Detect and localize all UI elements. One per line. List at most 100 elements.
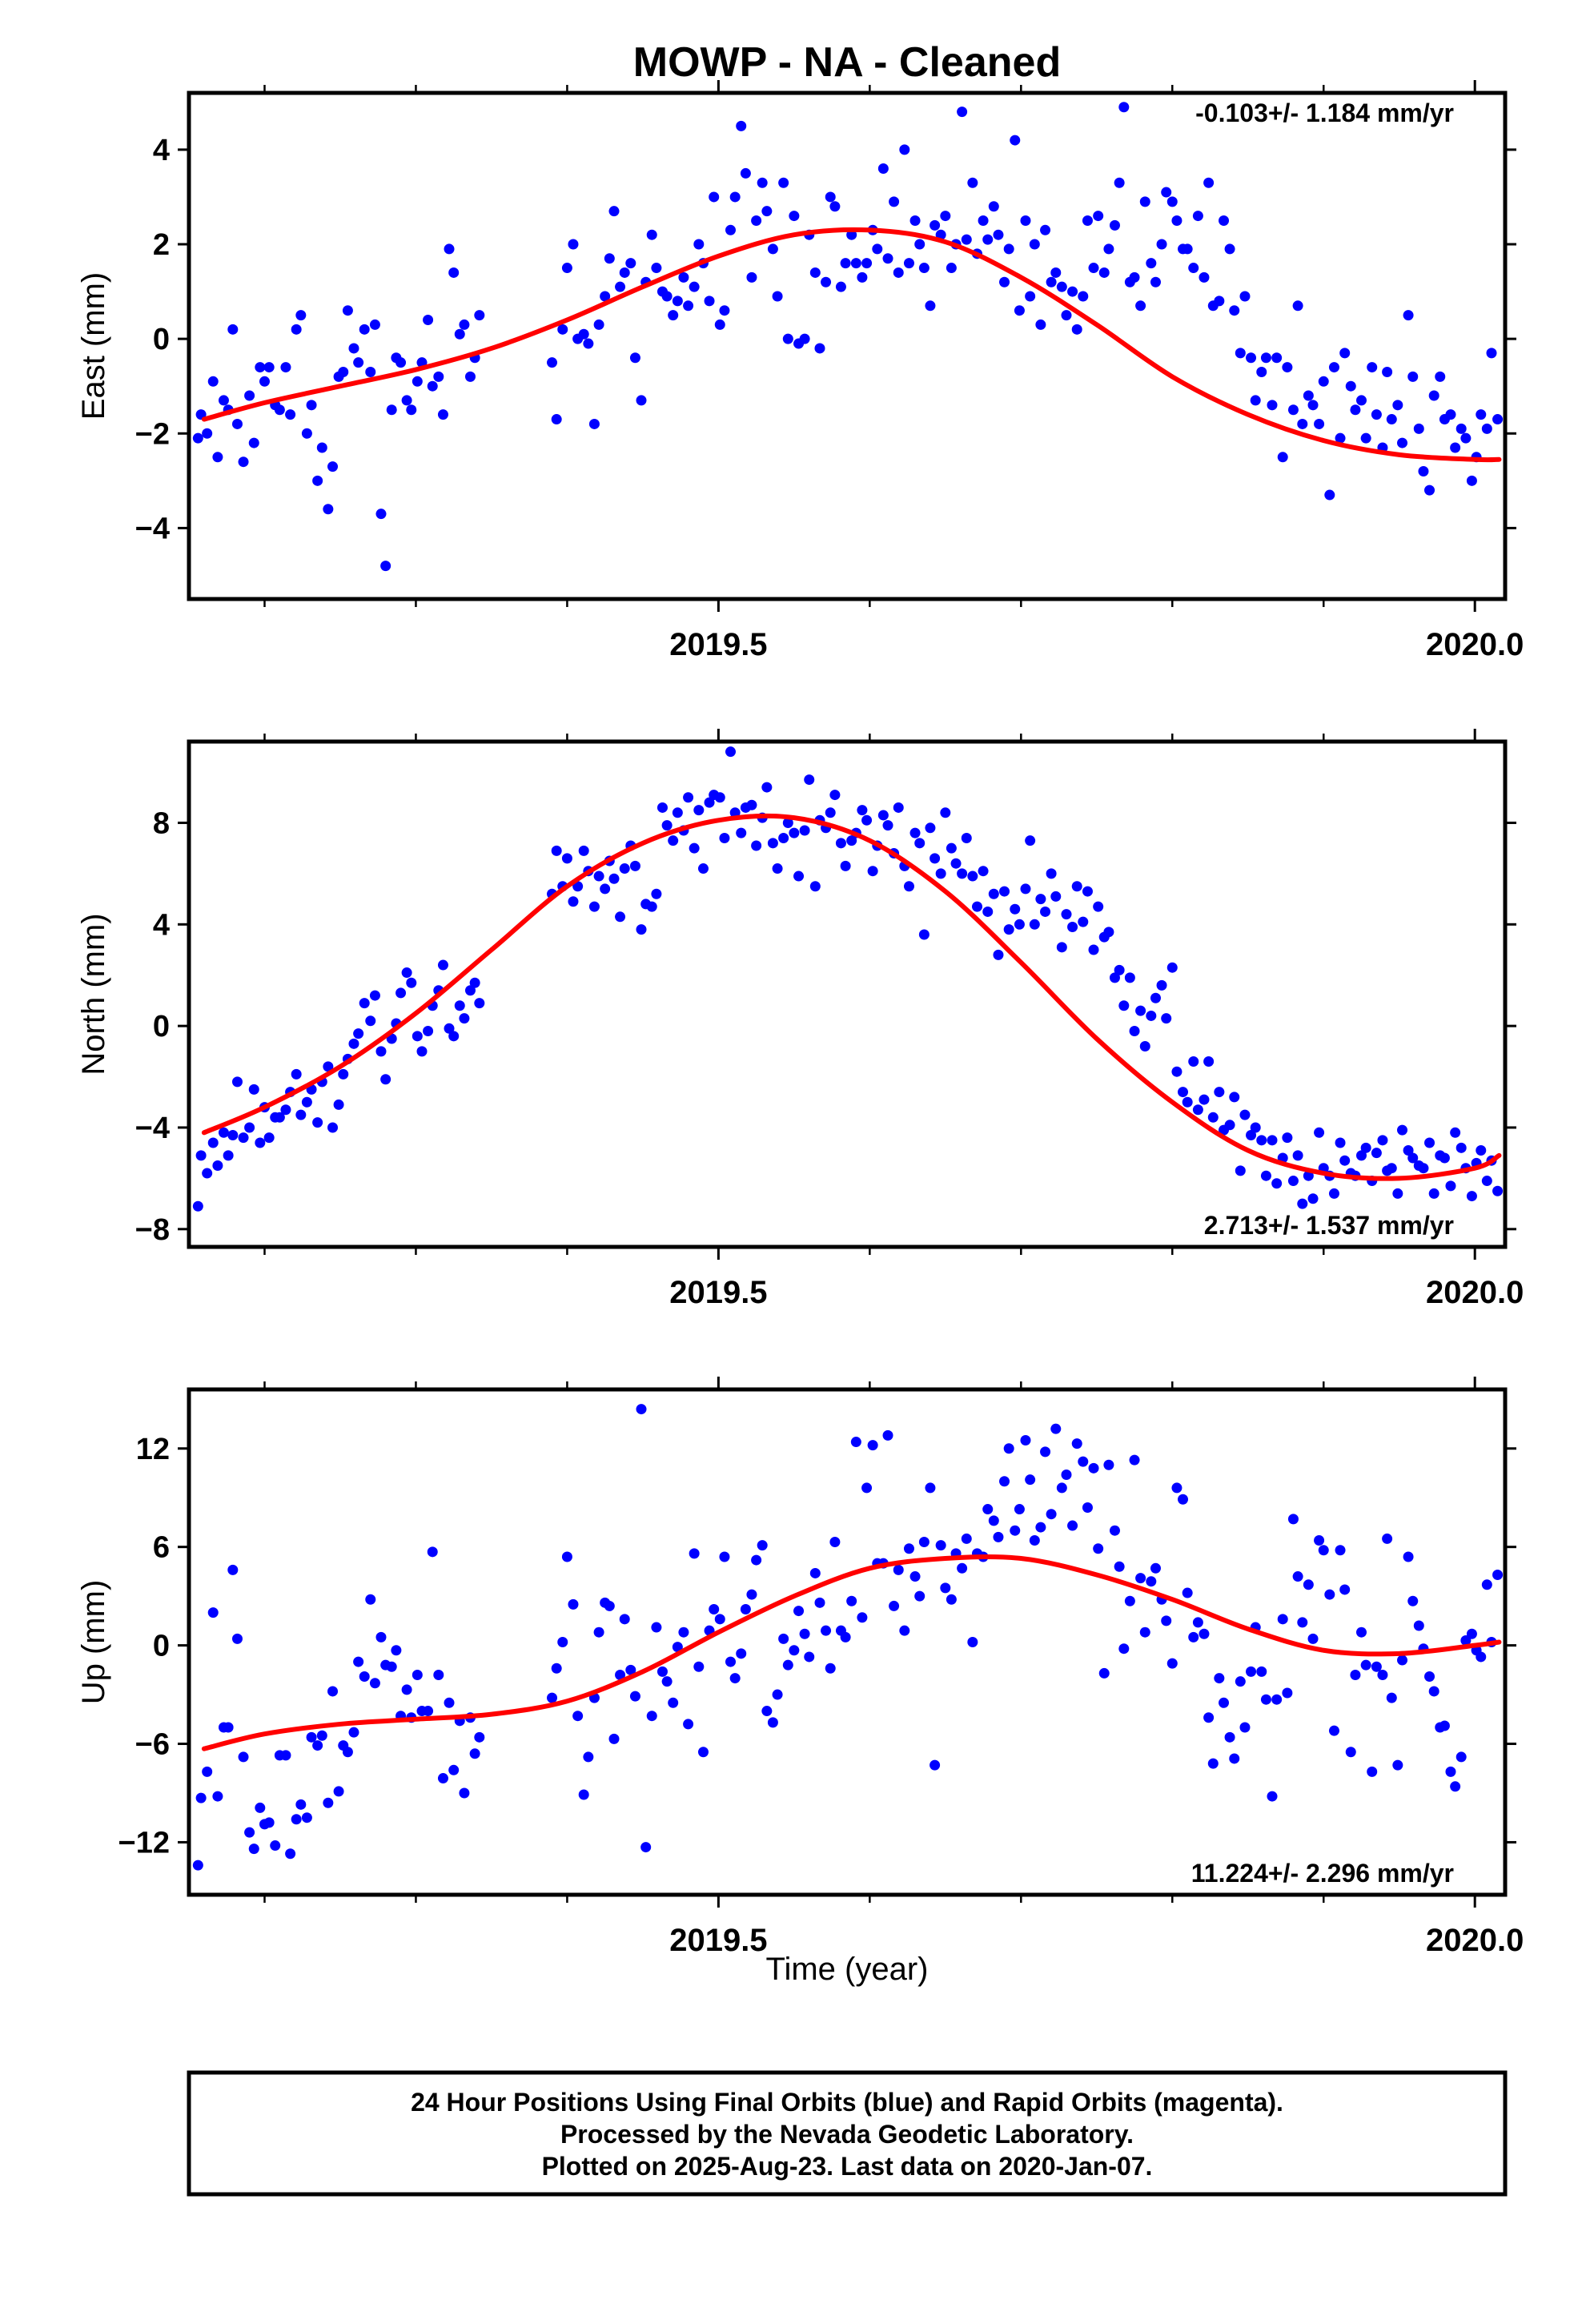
data-point xyxy=(1314,418,1325,429)
x-tick-label: 2020.0 xyxy=(1426,627,1524,662)
data-point xyxy=(1335,1137,1346,1148)
data-point xyxy=(427,1546,438,1558)
data-point xyxy=(689,842,700,854)
data-point xyxy=(799,333,810,344)
data-point xyxy=(1246,1129,1257,1140)
data-point xyxy=(386,404,397,416)
data-point xyxy=(192,1860,203,1871)
data-point xyxy=(1003,1443,1014,1454)
data-point xyxy=(1328,1725,1339,1736)
data-point xyxy=(295,1799,307,1810)
data-point xyxy=(578,845,589,856)
data-point xyxy=(448,1031,460,1042)
data-point xyxy=(248,437,259,448)
data-point xyxy=(218,395,229,406)
data-point xyxy=(1103,927,1114,938)
data-point xyxy=(469,1748,480,1759)
data-point xyxy=(406,977,417,988)
data-point xyxy=(1328,362,1339,373)
data-point xyxy=(961,832,972,843)
footer-frame xyxy=(187,2070,1508,2197)
data-point xyxy=(1271,352,1283,364)
data-point xyxy=(412,1669,423,1680)
data-point xyxy=(1171,215,1182,226)
data-point xyxy=(1166,1658,1178,1669)
data-point xyxy=(1297,418,1308,429)
data-point xyxy=(1271,1178,1283,1189)
data-point xyxy=(1203,1712,1215,1723)
y-axis-label: East (mm) xyxy=(76,272,111,420)
data-point xyxy=(557,324,568,335)
data-point xyxy=(270,1840,281,1852)
data-point xyxy=(1214,296,1225,307)
data-point xyxy=(359,998,370,1009)
data-point xyxy=(444,1023,455,1034)
data-point xyxy=(825,807,836,818)
data-point xyxy=(255,362,266,373)
data-point xyxy=(1256,1135,1267,1146)
data-point xyxy=(877,810,889,821)
data-point xyxy=(1014,919,1025,930)
data-point xyxy=(972,901,983,912)
data-point xyxy=(625,258,636,269)
data-point xyxy=(1481,423,1492,434)
data-point xyxy=(961,234,972,245)
data-point xyxy=(1146,1576,1157,1587)
data-point xyxy=(1371,409,1382,420)
data-layer xyxy=(192,746,1504,1212)
data-point xyxy=(789,211,800,222)
data-point xyxy=(227,1129,239,1140)
data-point xyxy=(1481,1579,1492,1590)
data-point xyxy=(459,319,470,330)
footer-line-1: 24 Hour Positions Using Final Orbits (bl… xyxy=(411,2088,1283,2117)
data-point xyxy=(982,906,994,917)
data-point xyxy=(1199,1628,1210,1639)
data-point xyxy=(1407,1595,1419,1606)
data-point xyxy=(1103,1459,1114,1470)
data-point xyxy=(1246,352,1257,364)
data-point xyxy=(925,300,936,312)
data-point xyxy=(1182,243,1193,255)
data-point xyxy=(746,1589,757,1600)
panel-east: −4 −2 0 2 4 2019.5 2020.0 East (mm) -0.103+/- 1.… xyxy=(76,80,1524,662)
data-point xyxy=(1428,1686,1439,1697)
data-point xyxy=(889,1600,900,1611)
data-point xyxy=(689,281,700,292)
data-point xyxy=(1188,1631,1199,1642)
data-point xyxy=(1109,219,1120,231)
data-point xyxy=(212,1160,223,1172)
data-point xyxy=(1292,1571,1303,1582)
data-point xyxy=(1082,886,1093,897)
data-point xyxy=(1307,1633,1319,1644)
data-point xyxy=(223,1150,234,1161)
data-point xyxy=(1492,414,1504,425)
data-point xyxy=(767,838,778,849)
data-point xyxy=(809,881,821,892)
data-point xyxy=(946,1594,957,1605)
data-point xyxy=(547,1692,558,1703)
data-point xyxy=(1435,371,1446,382)
data-point xyxy=(636,395,647,406)
data-point xyxy=(1061,1470,1072,1481)
data-point xyxy=(1135,1573,1146,1584)
data-point xyxy=(999,1476,1010,1487)
data-point xyxy=(1277,1614,1288,1625)
data-point xyxy=(572,881,584,892)
data-point xyxy=(1367,1766,1378,1777)
data-point xyxy=(1386,1163,1397,1174)
data-point xyxy=(693,239,705,250)
data-point xyxy=(192,1200,203,1212)
data-point xyxy=(719,305,730,316)
data-point xyxy=(893,1564,904,1575)
data-point xyxy=(689,1548,700,1559)
data-point xyxy=(1335,1545,1346,1556)
data-point xyxy=(719,1551,730,1562)
data-point xyxy=(1150,1562,1161,1574)
data-point xyxy=(1093,1543,1104,1554)
data-point xyxy=(714,319,725,330)
y-tick-label: −4 xyxy=(135,1112,170,1145)
data-point xyxy=(1035,894,1046,905)
data-point xyxy=(615,281,626,292)
data-point xyxy=(1171,1482,1182,1494)
data-point xyxy=(280,362,291,373)
